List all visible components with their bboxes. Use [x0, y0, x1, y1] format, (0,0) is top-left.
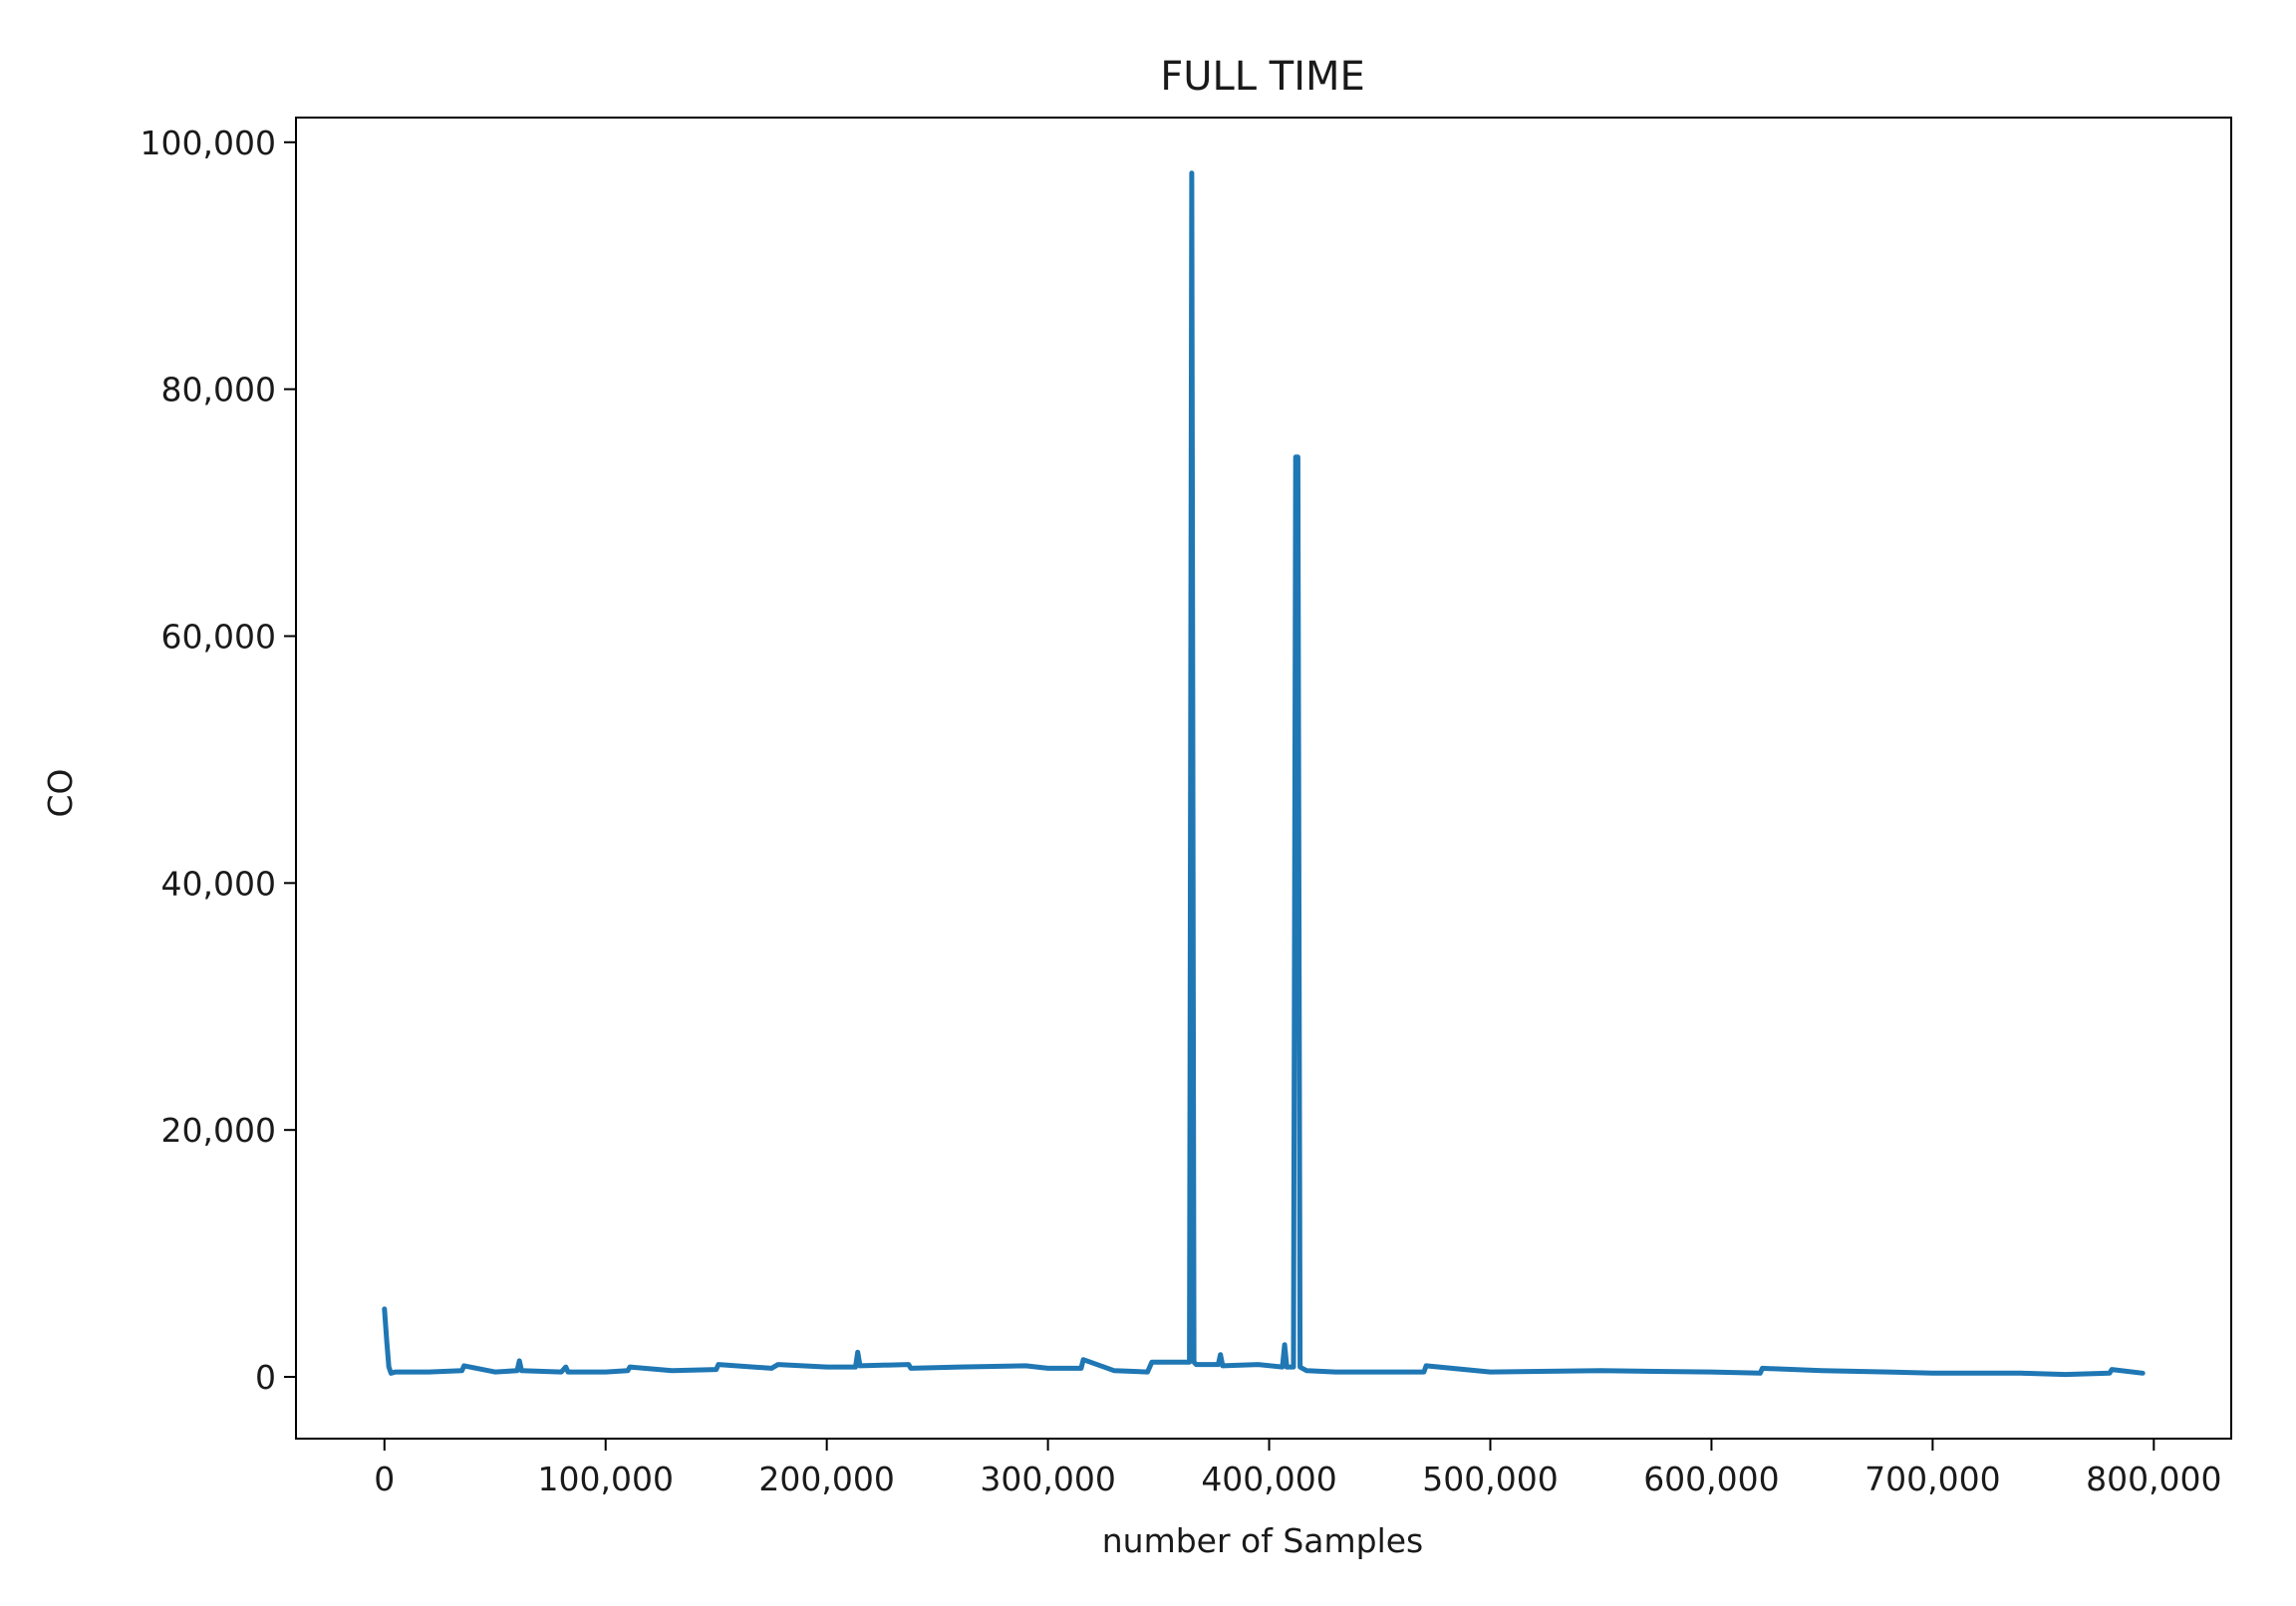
x-tick-label: 100,000: [537, 1460, 673, 1498]
series-line-0: [382, 170, 2146, 1378]
x-axis-label: number of Samples: [1102, 1521, 1424, 1560]
axes: 0 100,000 200,000 300,000 400,000 500,000 600,…: [141, 117, 2232, 1498]
y-tick-label: 40,000: [161, 864, 276, 903]
x-tick-label: 800,000: [2086, 1460, 2221, 1498]
plot-area: [382, 170, 2146, 1378]
x-tick-label: 300,000: [980, 1460, 1115, 1498]
y-axis-label: CO: [41, 768, 80, 817]
y-tick-label: 0: [255, 1358, 276, 1397]
x-tick-label: 600,000: [1643, 1460, 1779, 1498]
x-tick-label: 0: [374, 1460, 395, 1498]
x-tick-label: 200,000: [758, 1460, 894, 1498]
x-tick-label: 700,000: [1865, 1460, 2000, 1498]
plot-frame: [295, 117, 2232, 1440]
y-tick-label: 80,000: [161, 371, 276, 409]
y-tick-label: 20,000: [161, 1111, 276, 1150]
x-tick-label: 400,000: [1201, 1460, 1336, 1498]
y-tick-label: 60,000: [161, 617, 276, 656]
x-tick-label: 500,000: [1422, 1460, 1558, 1498]
y-tick-label: 100,000: [141, 124, 276, 162]
chart-title: FULL TIME: [1160, 54, 1365, 100]
